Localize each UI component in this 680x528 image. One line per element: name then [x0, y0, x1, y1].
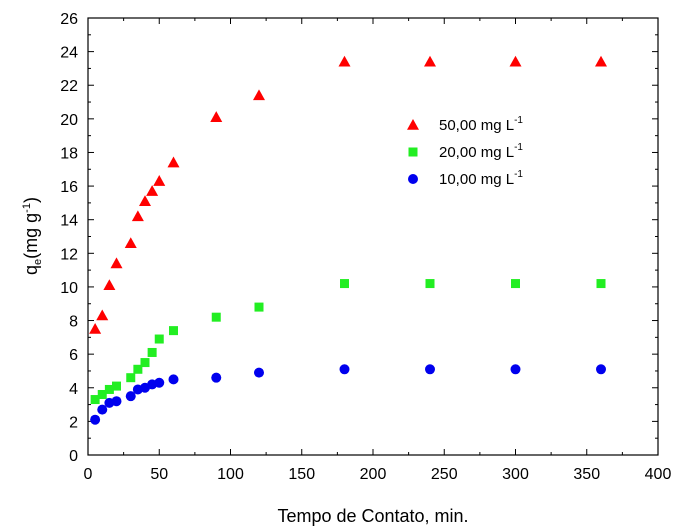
- data-point: [154, 334, 164, 344]
- legend-label: 50,00 mg L-1: [439, 115, 523, 134]
- data-point: [110, 257, 123, 269]
- y-tick-label: 6: [69, 347, 78, 364]
- data-point: [211, 372, 222, 383]
- y-tick-label: 22: [60, 78, 78, 95]
- data-point: [103, 279, 116, 291]
- y-tick-label: 14: [60, 213, 78, 230]
- legend-marker: [408, 174, 418, 184]
- data-point: [104, 384, 114, 394]
- data-point: [510, 364, 521, 375]
- x-tick-label: 50: [150, 466, 168, 483]
- y-tick-label: 16: [60, 179, 78, 196]
- data-point: [211, 312, 221, 322]
- data-point: [595, 55, 607, 67]
- data-point: [147, 347, 157, 357]
- legend-entry: 10,00 mg L-1: [408, 169, 523, 188]
- data-point: [169, 326, 178, 336]
- plot-frame: [87, 17, 659, 456]
- y-axis-title: qe(mg g-1): [21, 197, 44, 275]
- legend-label-main: 20,00 mg L: [439, 144, 514, 161]
- y-axis-title-main: q: [21, 265, 41, 275]
- x-tick-label: 200: [360, 466, 387, 483]
- data-point: [254, 367, 264, 378]
- data-point: [596, 279, 606, 289]
- data-point: [146, 185, 159, 196]
- data-point: [154, 377, 165, 388]
- data-point: [425, 279, 435, 289]
- y-tick-label: 24: [60, 45, 78, 62]
- y-tick-label: 8: [69, 314, 78, 331]
- series-square: [90, 279, 606, 405]
- data-point: [111, 396, 122, 407]
- y-tick-label: 26: [60, 11, 78, 28]
- x-tick-label: 0: [84, 466, 93, 483]
- axes: 0 50 100 150 200 250 300 350 4000246810121416182…: [60, 11, 671, 483]
- data-point: [210, 111, 223, 122]
- legend-entry: 20,00 mg L-1: [408, 142, 523, 161]
- data-point: [509, 55, 522, 67]
- y-tick-label: 4: [69, 381, 78, 398]
- data-point: [140, 358, 150, 368]
- data-point: [125, 391, 136, 402]
- data-point: [424, 55, 436, 67]
- x-tick-label: 100: [217, 466, 244, 483]
- legend-label-sup: -1: [514, 169, 523, 180]
- x-tick-label: 250: [431, 466, 458, 483]
- legend-entry: 50,00 mg L-1: [407, 115, 523, 134]
- legend-marker: [408, 147, 418, 157]
- legend: 50,00 mg L-120,00 mg L-110,00 mg L-1: [407, 115, 523, 188]
- data-point: [153, 175, 166, 186]
- series-circle: [90, 364, 606, 425]
- data-point: [339, 364, 350, 375]
- data-point: [112, 381, 121, 391]
- legend-label-sup: -1: [514, 115, 523, 126]
- y-tick-label: 0: [69, 448, 78, 465]
- data-point: [511, 279, 520, 289]
- data-point: [89, 322, 102, 334]
- data-point: [139, 195, 151, 207]
- x-tick-label: 400: [645, 466, 672, 483]
- legend-marker: [407, 119, 419, 130]
- legend-label-main: 50,00 mg L: [439, 117, 514, 134]
- data-point: [90, 395, 100, 405]
- y-axis-title-open: (mg g: [21, 213, 41, 259]
- y-tick-label: 20: [60, 112, 78, 129]
- data-point: [97, 404, 108, 415]
- y-tick-label: 18: [60, 145, 78, 162]
- data-point: [97, 389, 107, 399]
- data-point: [596, 364, 606, 375]
- data-point: [126, 373, 136, 383]
- x-axis-title: Tempo de Contato, min.: [277, 506, 468, 526]
- plot-area: [87, 17, 659, 456]
- data-marks: [89, 55, 607, 425]
- y-tick-label: 10: [60, 280, 78, 297]
- x-tick-label: 350: [573, 466, 600, 483]
- legend-label-sup: -1: [514, 142, 523, 153]
- data-point: [96, 309, 109, 321]
- data-point: [425, 364, 435, 375]
- data-point: [167, 156, 180, 168]
- data-point: [340, 279, 349, 289]
- data-point: [253, 89, 265, 101]
- legend-label-main: 10,00 mg L: [439, 171, 514, 188]
- data-point: [338, 55, 351, 67]
- x-tick-label: 150: [288, 466, 315, 483]
- data-point: [131, 210, 144, 222]
- data-point: [254, 302, 264, 312]
- data-point: [133, 364, 143, 374]
- data-point: [90, 414, 101, 425]
- legend-label: 20,00 mg L-1: [439, 142, 523, 161]
- legend-label: 10,00 mg L-1: [439, 169, 523, 188]
- y-tick-label: 2: [69, 414, 78, 431]
- series-triangle: [89, 55, 607, 334]
- y-tick-label: 12: [60, 246, 78, 263]
- x-tick-label: 300: [502, 466, 529, 483]
- data-point: [124, 237, 137, 249]
- y-axis-title-sub: e: [32, 259, 44, 265]
- y-axis-title-sup: -1: [21, 203, 33, 213]
- y-axis-title-close: ): [21, 197, 41, 203]
- data-point: [168, 374, 179, 385]
